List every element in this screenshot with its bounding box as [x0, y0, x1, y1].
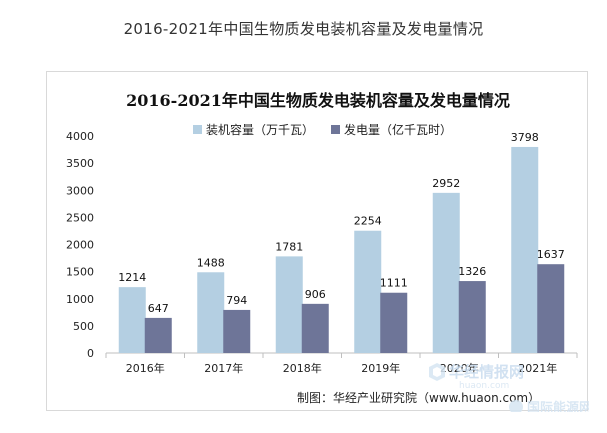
bottom-watermark: 国际能源网	[509, 400, 589, 412]
y-tick-label: 0	[87, 347, 94, 360]
generation-bar	[223, 309, 251, 353]
watermark-globe-icon	[509, 400, 523, 412]
bar-series	[118, 146, 565, 353]
capacity-bar-label: 1488	[197, 256, 225, 269]
page-title: 2016-2021年中国生物质发电装机容量及发电量情况	[123, 20, 484, 38]
huajing-watermark: 华经情报网 huaon.com	[429, 363, 524, 391]
capacity-bar	[511, 146, 539, 353]
x-tick-label: 2020年	[440, 361, 479, 375]
chart-legend: 装机容量（万千瓦） 发电量（亿千瓦时）	[193, 122, 452, 137]
generation-bar-label: 1326	[458, 265, 486, 278]
capacity-bar	[432, 192, 460, 353]
capacity-bar-label: 3798	[511, 131, 539, 144]
source-note: 制图：华经产业研究院（www.huaon.com）	[297, 390, 540, 405]
watermark-huajing-url: huaon.com	[459, 381, 509, 391]
bar-value-labels: 1214 1488 1781 2254 2952 3798 647 794 906 1111 132…	[118, 131, 565, 315]
x-tick-label: 2018年	[283, 361, 322, 375]
watermark-bottom-logo: 国际能源网	[527, 400, 589, 412]
chart-title: 2016-2021年中国生物质发电装机容量及发电量情况	[126, 91, 510, 110]
legend-swatch-0	[193, 125, 202, 134]
capacity-bar-label: 2952	[432, 177, 460, 190]
watermark-hexagon-icon	[429, 363, 445, 381]
y-tick-label: 1000	[66, 293, 94, 306]
capacity-bar-label: 1214	[118, 271, 146, 284]
y-tick-label: 1500	[66, 266, 94, 279]
legend-swatch-1	[331, 125, 340, 134]
legend-label-0: 装机容量（万千瓦）	[206, 122, 314, 137]
chart-frame: 2016-2021年中国生物质发电装机容量及发电量情况 装机容量（万千瓦） 发电量…	[46, 71, 589, 412]
y-tick-label: 500	[73, 320, 94, 333]
bar-chart: 2016-2021年中国生物质发电装机容量及发电量情况 装机容量（万千瓦） 发电量…	[66, 91, 589, 412]
generation-bar-label: 647	[148, 302, 169, 315]
x-axis: 2016年 2017年 2018年 2019年 2020年 2021年	[105, 352, 578, 375]
x-tick-label: 2016年	[126, 361, 165, 375]
y-axis: 0 500 1000 1500 2000 2500 3000 3500 4000	[66, 130, 94, 360]
x-tick-label: 2021年	[518, 361, 557, 375]
generation-bar	[144, 317, 172, 353]
y-tick-label: 4000	[66, 130, 94, 143]
generation-bar-label: 906	[305, 288, 326, 301]
capacity-bar	[118, 287, 146, 353]
generation-bar	[458, 281, 486, 353]
watermark-huajing-logo: 华经情报网	[449, 363, 524, 381]
generation-bar	[380, 292, 408, 353]
y-tick-label: 3500	[66, 157, 94, 170]
generation-bar-label: 1637	[537, 248, 565, 261]
y-tick-label: 2500	[66, 211, 94, 224]
x-tick-label: 2019年	[361, 361, 400, 375]
capacity-bar	[354, 230, 382, 353]
generation-bar-label: 794	[226, 294, 247, 307]
y-tick-label: 2000	[66, 239, 94, 252]
generation-bar-label: 1111	[380, 277, 408, 290]
capacity-bar	[197, 272, 225, 353]
legend-label-1: 发电量（亿千瓦时）	[344, 122, 452, 137]
capacity-bar	[275, 256, 303, 353]
generation-bar	[301, 303, 329, 353]
generation-bar	[537, 264, 565, 353]
capacity-bar-label: 2254	[354, 215, 382, 228]
x-tick-label: 2017年	[204, 361, 243, 375]
y-tick-label: 3000	[66, 184, 94, 197]
capacity-bar-label: 1781	[275, 240, 303, 253]
